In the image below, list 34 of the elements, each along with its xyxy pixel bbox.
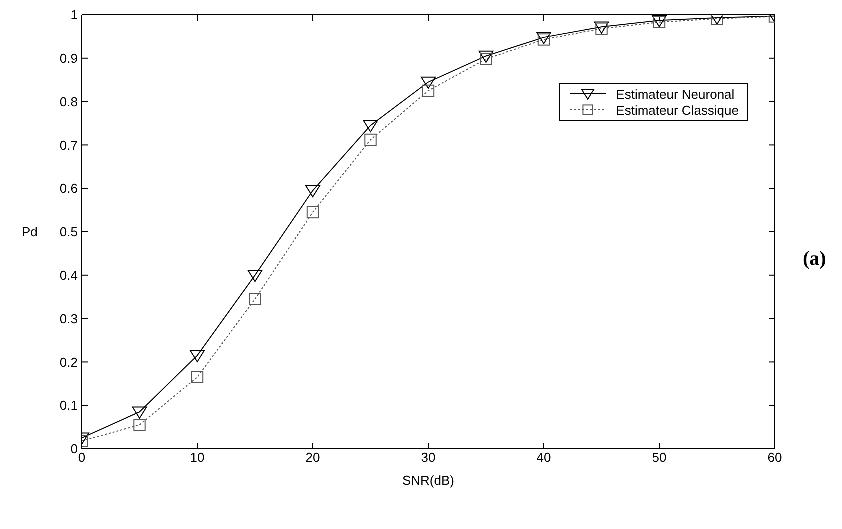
point — [190, 350, 205, 362]
y-tick-label: 0.3 — [60, 311, 78, 326]
x-tick-label: 50 — [652, 450, 667, 466]
x-tick-label: 60 — [768, 450, 782, 466]
point — [363, 120, 378, 132]
legend-label: Estimateur Neuronal — [616, 86, 735, 102]
y-tick-label: 0.7 — [60, 138, 78, 153]
y-tick-label: 0.8 — [60, 94, 78, 110]
text: (a) — [803, 248, 826, 271]
point — [306, 206, 320, 219]
point — [132, 406, 148, 419]
point — [249, 293, 262, 306]
point — [134, 419, 146, 432]
y-tick-label: 0.4 — [60, 268, 78, 284]
point — [422, 84, 435, 98]
x-tick-label: 30 — [421, 450, 436, 466]
y-tick-label: 0.1 — [60, 398, 78, 414]
x-tick-label: 10 — [190, 450, 205, 466]
point — [248, 270, 263, 282]
y-axis-title: Pd — [22, 224, 38, 240]
y-tick-label: 0.9 — [60, 51, 78, 66]
x-axis-title: SNR(dB) — [402, 473, 455, 488]
point — [421, 76, 436, 90]
y-tick-label: 0.6 — [60, 181, 78, 196]
x-tick-label: 40 — [536, 450, 552, 466]
point — [478, 50, 494, 64]
y-tick-label: 1 — [70, 8, 78, 23]
point — [364, 134, 377, 146]
legend-label: Estimateur Classique — [616, 102, 739, 118]
y-tick-label: 0.5 — [60, 224, 78, 240]
point — [306, 185, 320, 198]
x-tick-label: 20 — [306, 450, 320, 466]
y-tick-label: 0.2 — [60, 354, 78, 370]
point — [191, 371, 204, 384]
